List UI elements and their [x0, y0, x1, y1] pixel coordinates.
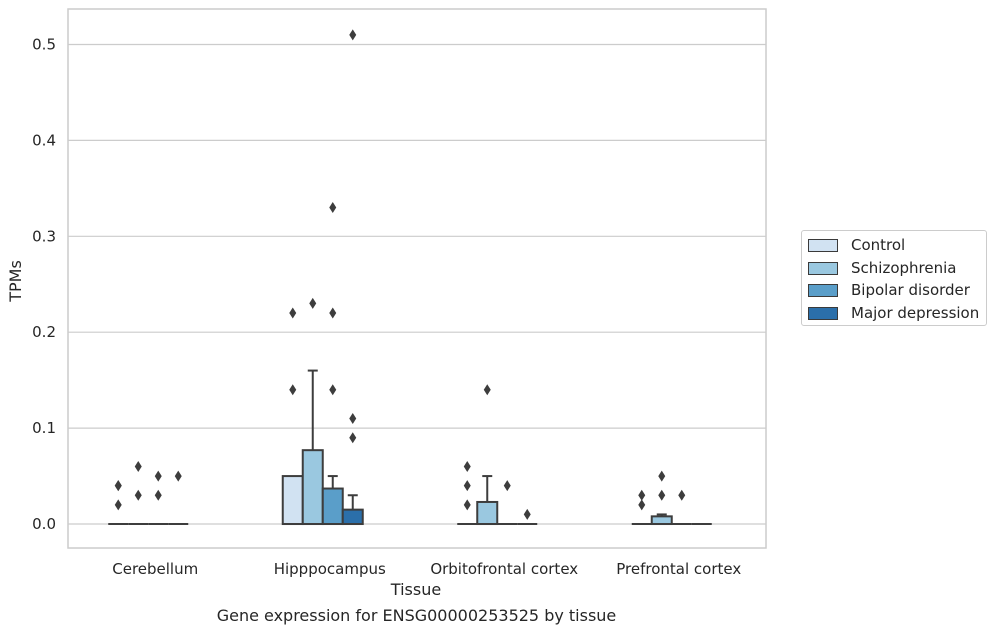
box — [650, 515, 673, 526]
outlier-point — [114, 480, 122, 492]
outlier-point — [483, 384, 491, 396]
plot-area-frame — [67, 8, 767, 549]
box — [476, 500, 499, 526]
outlier-point — [329, 202, 337, 214]
chart-caption: Gene expression for ENSG00000253525 by t… — [216, 606, 617, 625]
outlier-point — [463, 499, 471, 511]
outlier-point — [658, 489, 666, 501]
legend-swatch-control — [808, 238, 838, 252]
outlier-point — [174, 470, 182, 482]
y-tick-label: 0.3 — [32, 227, 56, 245]
outlier-point — [329, 384, 337, 396]
series-bipolar-disorder — [148, 202, 692, 526]
x-tick-label: Cerebellum — [112, 560, 198, 578]
legend-item-schizophrenia: Schizophrenia — [808, 258, 956, 278]
outlier-point — [463, 460, 471, 472]
legend-label-control: Control — [851, 236, 906, 254]
outlier-point — [463, 480, 471, 492]
legend-label-major-depression: Major depression — [851, 304, 980, 322]
outlier-point — [154, 470, 162, 482]
outlier-point — [289, 307, 297, 319]
outlier-point — [638, 499, 646, 511]
series-control — [108, 307, 652, 526]
y-tick-label: 0.5 — [32, 35, 56, 53]
legend-swatch-schizophrenia — [808, 261, 838, 275]
legend-swatch-major-depression — [808, 306, 838, 320]
y-tick-label: 0.0 — [32, 515, 56, 533]
box — [341, 508, 364, 526]
x-tick-label: Hipppocampus — [274, 560, 386, 578]
outlier-point — [349, 413, 357, 425]
box-series — [108, 29, 712, 526]
series-schizophrenia — [128, 297, 673, 526]
legend-item-control: Control — [808, 235, 905, 255]
outlier-point — [503, 480, 511, 492]
x-tick-label: Orbitofrontal cortex — [430, 560, 578, 578]
y-tick-label: 0.2 — [32, 323, 56, 341]
outlier-point — [638, 489, 646, 501]
outlier-point — [349, 432, 357, 444]
series-major-depression — [168, 29, 712, 526]
x-axis-ticks: Cerebellum Hipppocampus Orbitofrontal cort… — [112, 560, 741, 578]
outlier-point — [134, 489, 142, 501]
outlier-point — [289, 384, 297, 396]
x-axis-label: Tissue — [390, 580, 441, 599]
legend-item-bipolar-disorder: Bipolar disorder — [808, 280, 970, 300]
legend-swatch-bipolar-disorder — [808, 283, 838, 297]
legend-item-major-depression: Major depression — [808, 303, 979, 323]
outlier-point — [134, 460, 142, 472]
outlier-point — [678, 489, 686, 501]
x-tick-label: Prefrontal cortex — [616, 560, 741, 578]
y-tick-label: 0.4 — [32, 131, 56, 149]
outlier-point — [309, 297, 317, 309]
legend: Control Schizophrenia Bipolar disorder M… — [801, 230, 987, 326]
outlier-point — [349, 29, 357, 41]
outlier-point — [114, 499, 122, 511]
y-tick-label: 0.1 — [32, 419, 56, 437]
y-axis-ticks: 0.0 0.1 0.2 0.3 0.4 0.5 — [32, 35, 56, 533]
outlier-point — [154, 489, 162, 501]
outlier-point — [523, 508, 531, 520]
y-axis-label: TPMs — [6, 260, 25, 303]
legend-label-schizophrenia: Schizophrenia — [851, 259, 957, 277]
box — [301, 449, 324, 526]
outlier-point — [329, 307, 337, 319]
grid-lines — [68, 43, 766, 525]
box — [281, 475, 304, 526]
outlier-point — [658, 470, 666, 482]
box — [321, 487, 344, 526]
legend-label-bipolar-disorder: Bipolar disorder — [851, 281, 970, 299]
